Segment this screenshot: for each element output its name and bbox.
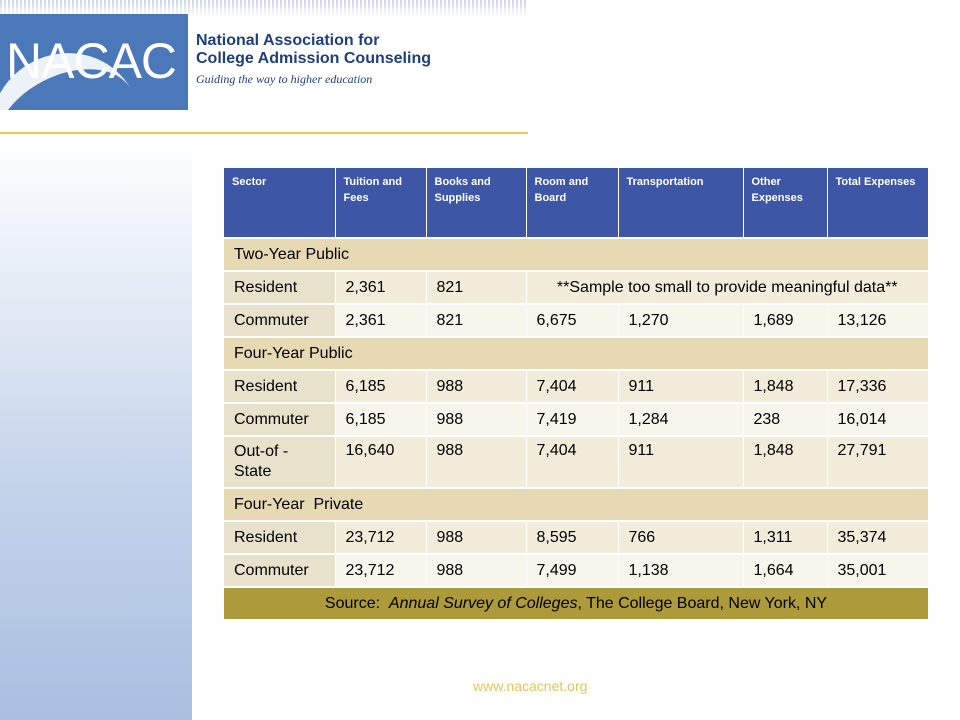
side-gradient-panel	[0, 134, 192, 720]
other-cell: 1,848	[743, 369, 828, 403]
total-cell: 35,374	[827, 520, 928, 554]
row-label: Out-of - State	[224, 435, 336, 488]
column-header: Room and Board	[526, 168, 619, 238]
row-label: Resident	[224, 520, 336, 554]
table-row: Resident 2,361 821 **Sample too small to…	[224, 270, 928, 304]
source-suffix: , The College Board, New York, NY	[577, 594, 828, 612]
other-cell: 1,689	[743, 303, 828, 337]
row-label: Resident	[224, 270, 336, 304]
column-header: Total Expenses	[827, 168, 928, 238]
column-header: Sector	[224, 168, 336, 238]
table-row: Resident 23,712 988 8,595 766 1,311 35,3…	[224, 520, 928, 554]
section-title: Two-Year Public	[224, 237, 928, 271]
total-cell: 16,014	[827, 402, 928, 436]
total-cell: 27,791	[827, 435, 928, 488]
website-link[interactable]: www.nacacnet.org	[473, 678, 588, 694]
source-row: Source: Annual Survey of Colleges, The C…	[224, 586, 928, 619]
books-cell: 988	[426, 553, 527, 587]
tuition-cell: 6,185	[335, 369, 427, 403]
tuition-cell: 2,361	[335, 270, 427, 304]
total-cell: 17,336	[827, 369, 928, 403]
source-prefix: Source:	[324, 594, 389, 612]
tuition-cell: 16,640	[335, 435, 427, 488]
other-cell: 1,848	[743, 435, 828, 488]
row-label: Commuter	[224, 303, 336, 337]
row-label: Commuter	[224, 402, 336, 436]
books-cell: 988	[426, 435, 527, 488]
source-publication: Annual Survey of Colleges	[388, 594, 578, 612]
table-row: Out-of - State 16,640 988 7,404 911 1,84…	[224, 435, 928, 488]
books-cell: 821	[426, 270, 527, 304]
source-citation: Source: Annual Survey of Colleges, The C…	[224, 586, 928, 619]
table-row: Resident 6,185 988 7,404 911 1,848 17,33…	[224, 369, 928, 403]
other-cell: 1,311	[743, 520, 828, 554]
tuition-cell: 23,712	[335, 553, 427, 587]
books-cell: 988	[426, 369, 527, 403]
table-row: Commuter 6,185 988 7,419 1,284 238 16,01…	[224, 402, 928, 436]
org-name-line2: College Admission Counseling	[196, 50, 431, 67]
sample-note-cell: **Sample too small to provide meaningful…	[526, 270, 928, 304]
transport-cell: 911	[618, 435, 744, 488]
section-title: Four-Year Public	[224, 336, 928, 370]
tuition-cell: 6,185	[335, 402, 427, 436]
organization-name: National Association for College Admissi…	[196, 32, 431, 68]
room-cell: 7,419	[526, 402, 619, 436]
column-header: Transportation	[618, 168, 744, 238]
organization-tagline: Guiding the way to higher education	[196, 72, 373, 86]
section-title: Four-Year Private	[224, 487, 928, 521]
transport-cell: 1,284	[618, 402, 744, 436]
room-cell: 6,675	[526, 303, 619, 337]
section-row: Four-Year Public	[224, 336, 928, 370]
row-label: Commuter	[224, 553, 336, 587]
column-header: Books and Supplies	[426, 168, 527, 238]
other-cell: 1,664	[743, 553, 828, 587]
row-label: Resident	[224, 369, 336, 403]
other-cell: 238	[743, 402, 828, 436]
books-cell: 821	[426, 303, 527, 337]
column-header: Other Expenses	[743, 168, 828, 238]
room-cell: 7,499	[526, 553, 619, 587]
transport-cell: 1,138	[618, 553, 744, 587]
transport-cell: 1,270	[618, 303, 744, 337]
total-cell: 13,126	[827, 303, 928, 337]
books-cell: 988	[426, 520, 527, 554]
table-row: Commuter 23,712 988 7,499 1,138 1,664 35…	[224, 553, 928, 587]
books-cell: 988	[426, 402, 527, 436]
room-cell: 8,595	[526, 520, 619, 554]
total-cell: 35,001	[827, 553, 928, 587]
tuition-cell: 2,361	[335, 303, 427, 337]
logo-wordmark: NACAC	[6, 33, 177, 89]
section-row: Four-Year Private	[224, 487, 928, 521]
section-row: Two-Year Public	[224, 237, 928, 271]
transport-cell: 911	[618, 369, 744, 403]
student-expenses-table: Sector Tuition and Fees Books and Suppli…	[224, 168, 928, 619]
room-cell: 7,404	[526, 369, 619, 403]
room-cell: 7,404	[526, 435, 619, 488]
column-header: Tuition and Fees	[335, 168, 427, 238]
transport-cell: 766	[618, 520, 744, 554]
table-row: Commuter 2,361 821 6,675 1,270 1,689 13,…	[224, 303, 928, 337]
nacac-logo: NACAC	[0, 14, 188, 110]
header-decorative-strip	[0, 0, 528, 18]
table-header-row: Sector Tuition and Fees Books and Suppli…	[224, 168, 928, 238]
tuition-cell: 23,712	[335, 520, 427, 554]
header-divider	[0, 132, 528, 134]
org-name-line1: National Association for	[196, 32, 380, 49]
